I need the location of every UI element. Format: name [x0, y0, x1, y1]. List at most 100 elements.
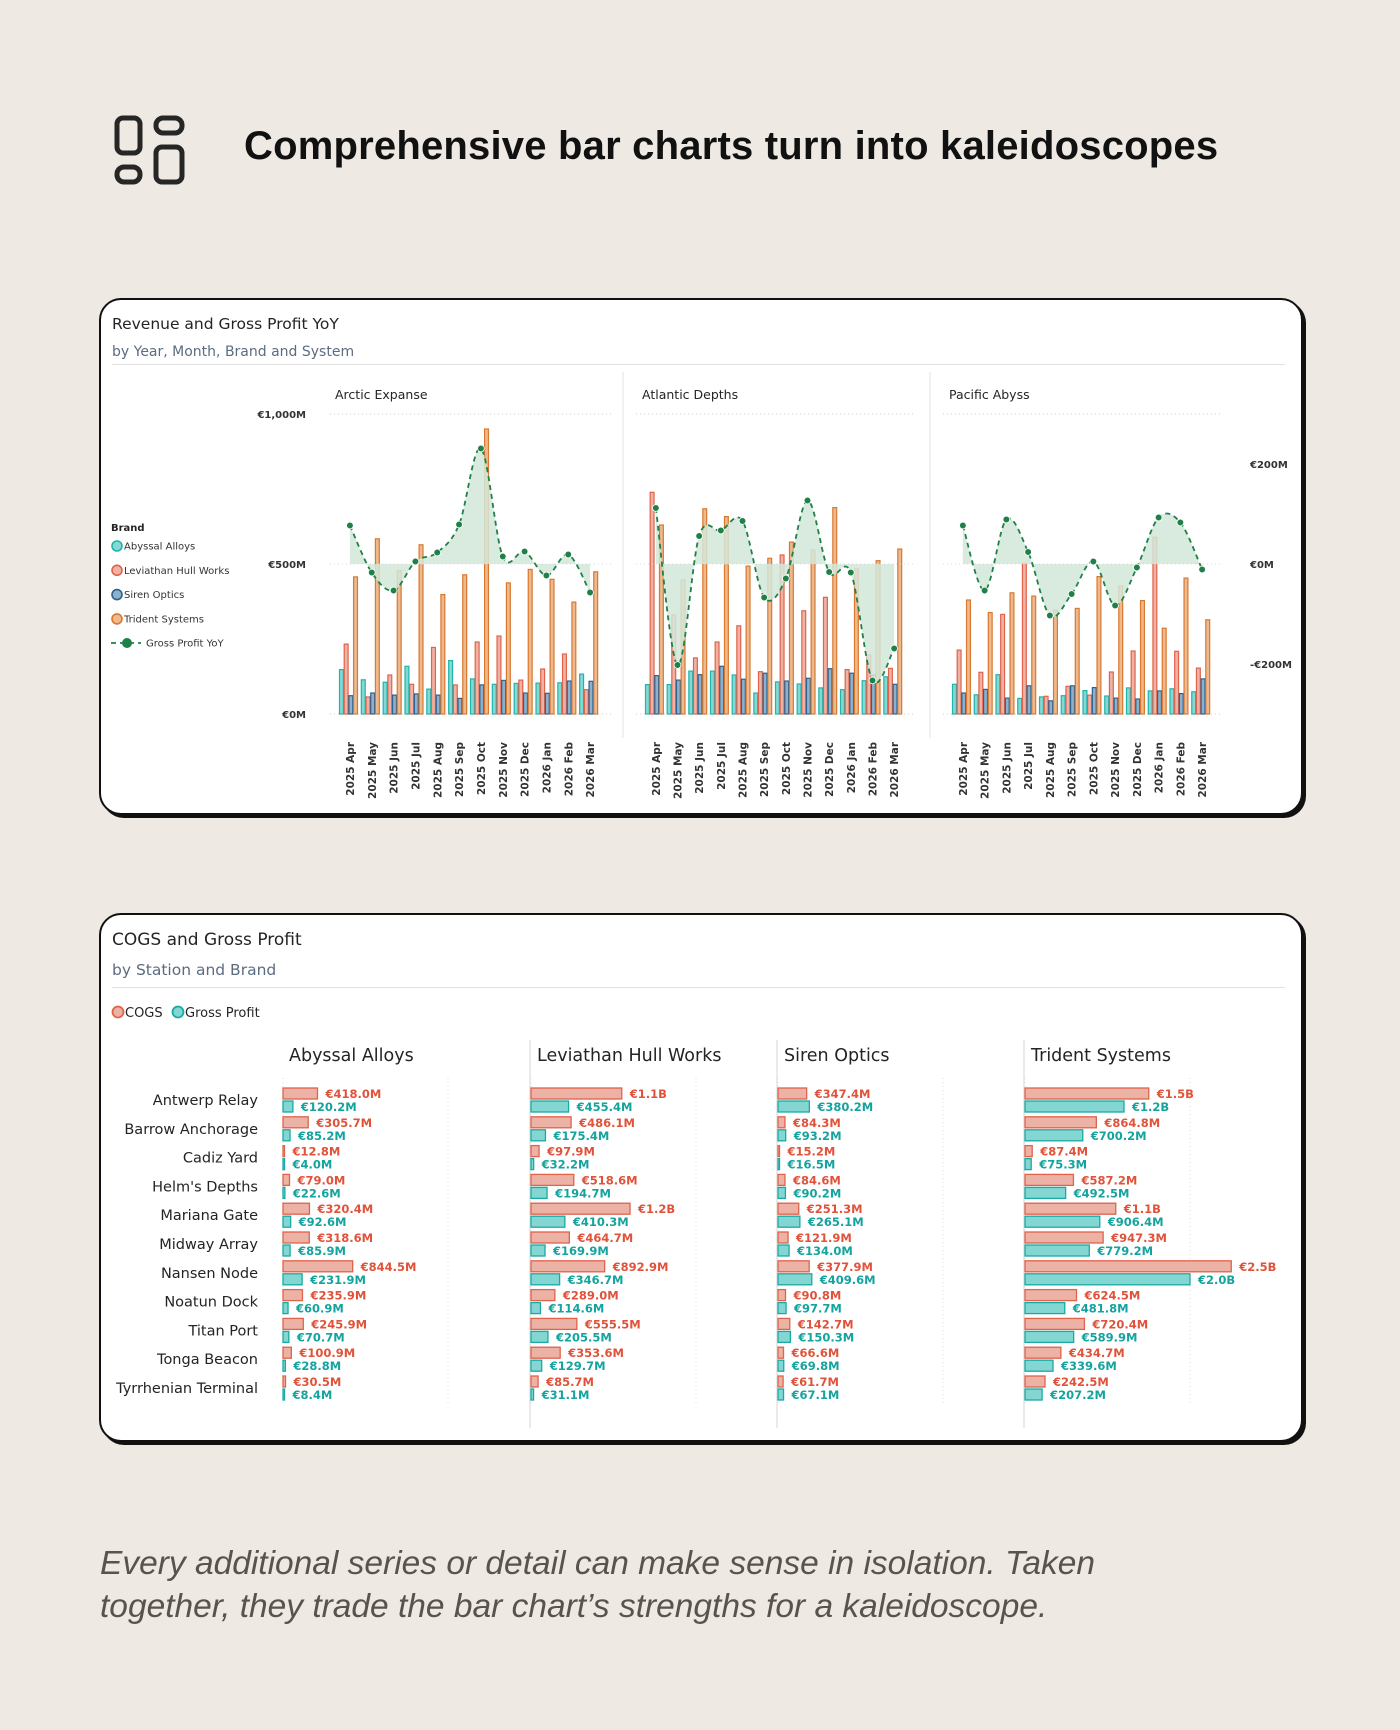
footer-line-2: together, they trade the bar chart’s str…: [100, 1588, 1048, 1625]
bar-gross-profit: [530, 1330, 549, 1344]
x-axis-tick-label: 2025 Jul: [716, 742, 728, 790]
bar-cogs: [777, 1288, 787, 1302]
legend-title: Brand: [111, 523, 145, 534]
bar-cogs: [282, 1144, 286, 1158]
bar-leviathan-hull-works: [692, 657, 698, 715]
bar-cogs: [530, 1260, 606, 1273]
row-label-station: Tonga Beacon: [156, 1352, 258, 1368]
bar-trident-systems: [1183, 577, 1189, 715]
data-label-gross-profit: €2.0B: [1197, 1273, 1235, 1287]
bar-gross-profit: [777, 1273, 813, 1286]
bar-trident-systems: [418, 544, 424, 715]
bar-abyssal-alloys: [426, 688, 432, 715]
bar-leviathan-hull-works: [714, 641, 720, 715]
data-label-gross-profit: €455.4M: [576, 1100, 633, 1114]
chart-title: COGS and Gross Profit: [112, 930, 302, 950]
x-axis-tick-label: 2025 May: [367, 742, 379, 799]
bar-abyssal-alloys: [883, 676, 889, 715]
bar-trident-systems: [1139, 599, 1146, 715]
bar-gross-profit: [530, 1244, 546, 1257]
bar-trident-systems: [1205, 619, 1211, 715]
bar-siren-optics: [435, 694, 441, 715]
bar-leviathan-hull-works: [540, 668, 546, 715]
bar-gross-profit: [1024, 1244, 1090, 1257]
gross-profit-yoy-line: [654, 499, 895, 684]
data-label-gross-profit: €120.2M: [300, 1100, 357, 1114]
gross-profit-yoy-point: [760, 593, 768, 602]
bar-cogs: [530, 1087, 623, 1100]
panel-title: Pacific Abyss: [949, 387, 1030, 402]
bar-abyssal-alloys: [382, 681, 388, 715]
legend-label: Leviathan Hull Works: [124, 566, 229, 577]
gross-profit-yoy-point: [1089, 557, 1098, 566]
x-axis-tick-label: 2025 Jul: [410, 742, 422, 790]
bar-abyssal-alloys: [666, 683, 672, 715]
bar-cogs: [530, 1288, 556, 1302]
bar-siren-optics: [1026, 685, 1032, 715]
bar-gross-profit: [530, 1100, 570, 1113]
bar-gross-profit: [1024, 1186, 1067, 1200]
bar-gross-profit: [777, 1215, 801, 1228]
cogs-gross-profit-chart: COGS Gross Profit Antwerp Relay Barrow Anch…: [111, 1005, 1276, 1428]
bar-gross-profit: [777, 1129, 787, 1142]
bar-trident-systems: [527, 568, 533, 715]
x-axis-tick-label: 2025 Apr: [651, 741, 663, 796]
y2-axis-tick-label: -€200M: [1250, 660, 1292, 671]
gross-profit-yoy-point: [1002, 515, 1011, 524]
bar-siren-optics: [566, 680, 572, 715]
data-label-cogs: €251.3M: [806, 1202, 863, 1216]
bar-cogs: [530, 1231, 570, 1244]
bar-gross-profit: [282, 1330, 290, 1344]
bar-gross-profit: [282, 1157, 286, 1171]
bar-gross-profit: [1024, 1301, 1066, 1315]
bar-leviathan-hull-works: [1065, 685, 1071, 715]
data-label-gross-profit: €175.4M: [552, 1129, 609, 1143]
data-label-gross-profit: €4.0M: [292, 1158, 333, 1172]
bar-trident-systems: [658, 524, 664, 715]
bar-gross-profit: [1024, 1157, 1032, 1171]
bar-cogs: [1024, 1173, 1075, 1187]
gross-profit-yoy-point: [652, 504, 660, 512]
gross-profit-yoy-point: [1067, 590, 1076, 598]
bar-leviathan-hull-works: [343, 643, 349, 715]
data-label-cogs: €12.8M: [292, 1145, 341, 1159]
bar-cogs: [282, 1231, 310, 1244]
bar-cogs: [777, 1202, 800, 1215]
bar-leviathan-hull-works: [649, 491, 655, 715]
bar-cogs: [282, 1173, 291, 1187]
data-label-gross-profit: €129.7M: [549, 1359, 606, 1373]
bar-cogs: [530, 1202, 631, 1215]
bar-gross-profit: [282, 1359, 287, 1372]
bar-cogs: [282, 1087, 319, 1100]
bar-gross-profit: [777, 1301, 787, 1315]
bar-gross-profit: [282, 1186, 286, 1200]
gross-profit-yoy-point: [717, 526, 725, 535]
bar-siren-optics: [805, 677, 811, 715]
divider: [112, 364, 1285, 365]
gross-profit-yoy-point: [477, 444, 485, 453]
x-axis-tick-label: 2025 May: [980, 742, 992, 799]
bar-siren-optics: [1004, 697, 1010, 715]
gross-profit-yoy-point: [868, 676, 877, 685]
gross-profit-yoy-point: [803, 496, 812, 505]
bar-abyssal-alloys: [951, 683, 957, 715]
layout-grid-icon: [114, 115, 185, 185]
bar-cogs: [777, 1116, 786, 1129]
bar-gross-profit: [777, 1157, 781, 1171]
bar-siren-optics: [1157, 690, 1163, 715]
bar-siren-optics: [1200, 678, 1206, 715]
data-label-gross-profit: €32.2M: [541, 1158, 590, 1172]
data-label-cogs: €2.5B: [1238, 1260, 1276, 1274]
data-label-cogs: €245.9M: [310, 1317, 367, 1331]
data-label-cogs: €587.2M: [1080, 1173, 1137, 1187]
bar-cogs: [530, 1173, 575, 1187]
panel-siren-optics: Siren Optics €347.4M€380.2M €84.3M€93.2M €1…: [776, 1040, 944, 1428]
data-label-gross-profit: €28.8M: [292, 1359, 341, 1373]
x-axis-tick-label: 2025 Aug: [432, 742, 444, 798]
legend-label: Abyssal Alloys: [124, 542, 195, 553]
row-label-station: Nansen Node: [161, 1266, 258, 1282]
data-label-gross-profit: €90.2M: [792, 1186, 841, 1200]
bar-gross-profit: [530, 1359, 543, 1372]
bar-gross-profit: [1024, 1359, 1054, 1372]
data-label-gross-profit: €1.2B: [1131, 1100, 1169, 1114]
